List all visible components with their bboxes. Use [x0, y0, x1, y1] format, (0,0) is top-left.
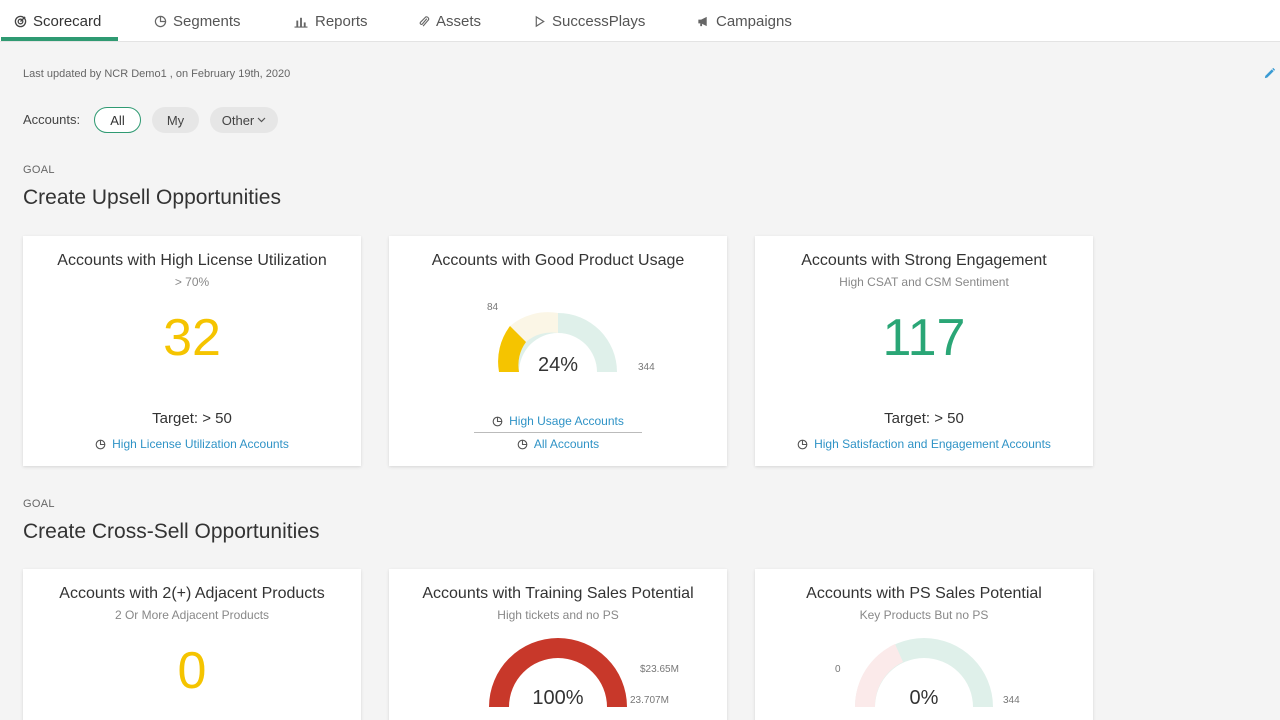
card-title: Accounts with Training Sales Potential: [422, 585, 694, 602]
kpi-card-strong-engagement[interactable]: Accounts with Strong Engagement High CSA…: [755, 236, 1093, 466]
scorecard-icon: [14, 15, 27, 27]
chevron-down-icon: [257, 117, 266, 123]
gauge-fill: [498, 326, 526, 372]
card-title: Accounts with Good Product Usage: [431, 252, 685, 269]
pie-chart-icon: [154, 15, 167, 27]
play-icon: [535, 15, 545, 27]
gauge-percent: 100%: [532, 687, 584, 709]
pie-chart-icon: [492, 416, 503, 426]
card-subtitle: Key Products But no PS: [859, 608, 989, 622]
gauge-top-label: $23.65M: [640, 664, 679, 675]
active-tab-indicator: [1, 37, 118, 41]
kpi-target: Target: > 50: [152, 410, 232, 427]
filter-other-dropdown[interactable]: Other: [210, 107, 278, 133]
tab-label: Scorecard: [33, 12, 102, 30]
tab-successplays[interactable]: SuccessPlays: [534, 0, 645, 42]
gauge-low-segment: [854, 644, 903, 707]
gauge-mid-segment: [510, 312, 558, 342]
pencil-icon[interactable]: [1263, 67, 1276, 80]
filter-my-button[interactable]: My: [152, 107, 199, 133]
tab-label: Assets: [436, 12, 482, 30]
tab-reports[interactable]: Reports: [293, 0, 368, 42]
tab-assets[interactable]: Assets: [418, 0, 481, 42]
tab-scorecard[interactable]: Scorecard: [14, 0, 101, 42]
card-subtitle: High CSAT and CSM Sentiment: [839, 275, 1009, 289]
kpi-target: Target: > 50: [884, 410, 964, 427]
segment-link-label: All Accounts: [533, 437, 600, 451]
accounts-filter-label: Accounts:: [23, 112, 81, 127]
gauge-max-label: 344: [1003, 695, 1020, 706]
kpi-value: 0: [177, 642, 207, 700]
kpi-card-ps-sales[interactable]: Accounts with PS Sales Potential Key Pro…: [755, 569, 1093, 720]
card-subtitle: > 70%: [174, 275, 210, 289]
goal-title: Create Upsell Opportunities: [23, 186, 281, 209]
pie-chart-icon: [517, 439, 528, 449]
goal-label: GOAL: [23, 498, 55, 510]
pie-chart-icon: [95, 439, 106, 449]
gauge-min-label: 0: [835, 664, 841, 675]
link-divider: [474, 432, 642, 433]
tab-label: SuccessPlays: [552, 12, 646, 30]
top-nav: Scorecard Segments Reports Assets Succes…: [0, 0, 1280, 42]
tab-segments[interactable]: Segments: [154, 0, 241, 42]
usage-gauge: [498, 312, 617, 372]
card-title: Accounts with High License Utilization: [57, 252, 327, 269]
filter-my-label: My: [166, 112, 185, 128]
card-subtitle: 2 Or More Adjacent Products: [114, 608, 270, 622]
gauge-fill: [489, 638, 627, 707]
tab-label: Campaigns: [716, 12, 792, 30]
card-title: Accounts with 2(+) Adjacent Products: [59, 585, 325, 602]
kpi-card-training-sales[interactable]: Accounts with Training Sales Potential H…: [389, 569, 727, 720]
kpi-card-license-utilization[interactable]: Accounts with High License Utilization >…: [23, 236, 361, 466]
filter-other-label: Other: [221, 112, 255, 128]
gauge-max-label: 344: [638, 362, 655, 373]
filter-all-button[interactable]: All: [94, 107, 141, 133]
last-updated-text: Last updated by NCR Demo1 , on February …: [23, 68, 291, 80]
tab-label: Reports: [315, 12, 368, 30]
goal-title: Create Cross-Sell Opportunities: [23, 520, 320, 543]
segment-link[interactable]: All Accounts: [389, 437, 727, 451]
training-gauge: [489, 638, 627, 707]
kpi-card-product-usage[interactable]: Accounts with Good Product Usage 84 344 …: [389, 236, 727, 466]
gauge-min-label: 84: [487, 302, 499, 313]
kpi-value: 32: [163, 309, 221, 367]
kpi-value: 117: [882, 309, 966, 367]
segment-link[interactable]: High Satisfaction and Engagement Account…: [755, 437, 1093, 451]
megaphone-icon: [698, 16, 707, 26]
bar-chart-icon: [294, 17, 308, 28]
tab-label: Segments: [173, 12, 241, 30]
gauge-max-label: 23.707M: [630, 695, 669, 706]
paperclip-icon: [419, 15, 430, 27]
ps-gauge: [854, 638, 993, 707]
segment-link-label: High Usage Accounts: [509, 414, 624, 428]
segment-link-label: High Satisfaction and Engagement Account…: [814, 437, 1051, 451]
card-title: Accounts with PS Sales Potential: [806, 585, 1042, 602]
card-subtitle: High tickets and no PS: [497, 608, 619, 622]
kpi-card-adjacent-products[interactable]: Accounts with 2(+) Adjacent Products 2 O…: [23, 569, 361, 720]
card-title: Accounts with Strong Engagement: [801, 252, 1047, 269]
gauge-percent: 0%: [909, 687, 939, 709]
segment-link-label: High License Utilization Accounts: [112, 437, 289, 451]
gauge-percent: 24%: [537, 354, 579, 376]
pie-chart-icon: [797, 439, 808, 449]
segment-link[interactable]: High Usage Accounts: [389, 414, 727, 428]
goal-label: GOAL: [23, 164, 55, 176]
segment-link[interactable]: High License Utilization Accounts: [23, 437, 361, 451]
tab-campaigns[interactable]: Campaigns: [696, 0, 792, 42]
filter-all-label: All: [110, 112, 125, 128]
